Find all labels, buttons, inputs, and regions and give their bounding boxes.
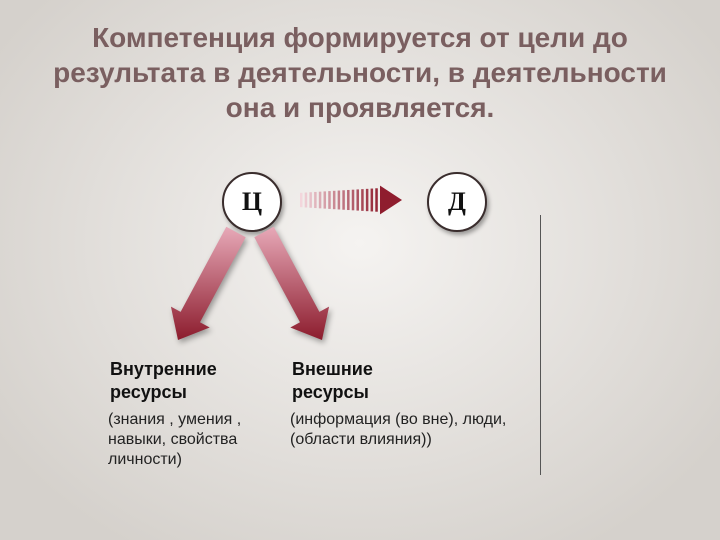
slide: Компетенция формируется от цели до резул…: [0, 0, 720, 540]
label-external-resources: Внешние ресурсы: [292, 358, 442, 403]
node-activity: Д: [427, 172, 487, 232]
sublabel-external-resources: (информация (во вне), люди, (области вли…: [290, 410, 520, 450]
slide-title: Компетенция формируется от цели до резул…: [50, 20, 670, 125]
node-goal: Ц: [222, 172, 282, 232]
node-activity-letter: Д: [448, 187, 466, 217]
vertical-divider: [540, 215, 541, 475]
label-internal-resources: Внутренние ресурсы: [110, 358, 270, 403]
node-goal-letter: Ц: [242, 187, 262, 217]
sublabel-internal-resources: (знания , умения , навыки, свойства личн…: [108, 410, 283, 470]
